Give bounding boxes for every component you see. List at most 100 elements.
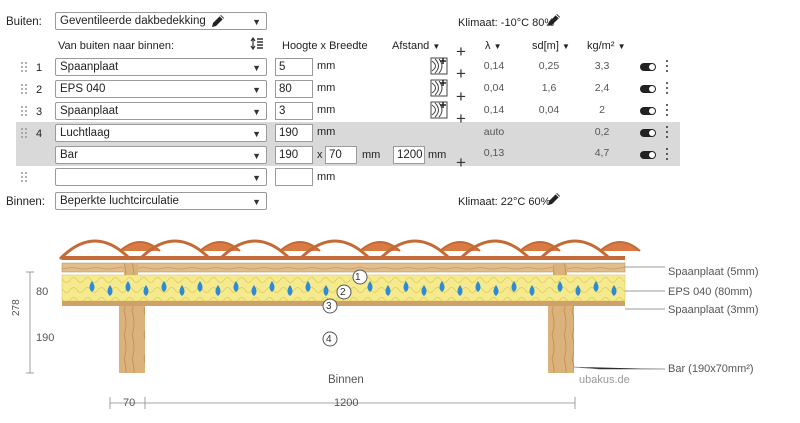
layer-index: 4	[36, 128, 43, 140]
drag-handle-icon[interactable]	[21, 84, 29, 94]
sd-header[interactable]: sd[m] ▼	[532, 40, 570, 52]
pencil-icon[interactable]	[210, 13, 226, 29]
layer-callout: Spaanplaat (3mm)	[668, 304, 759, 316]
chevron-down-icon: ▼	[252, 197, 261, 207]
add-layer-button[interactable]: +	[456, 64, 466, 83]
new-layer-material-select[interactable]: ▼	[55, 168, 267, 186]
outside-climate: Klimaat: -10°C 80%	[458, 17, 555, 29]
layer-thickness-input[interactable]: 190	[275, 124, 313, 142]
wood-grain-icon[interactable]	[430, 101, 448, 119]
inside-condition-select[interactable]: Beperkte luchtcirculatie ▼	[55, 192, 267, 210]
add-layer-top-button[interactable]: +	[456, 42, 466, 61]
layer-material-select[interactable]: Spaanplaat ▼	[55, 102, 267, 120]
chevron-down-icon: ▼	[252, 107, 261, 117]
unit-label: mm	[362, 149, 381, 161]
lambda-value: 0,14	[483, 104, 505, 116]
size-header: Hoogte x Breedte	[282, 40, 368, 52]
cross-section-drawing	[26, 239, 665, 409]
outside-label: Buiten:	[6, 16, 42, 28]
layer-thickness-input[interactable]: 5	[275, 58, 313, 76]
unit-label: mm	[317, 126, 336, 138]
layer-material-select[interactable]: EPS 040 ▼	[55, 80, 267, 98]
times-label: x	[317, 149, 323, 161]
marker-label: 4	[326, 334, 332, 345]
lambda-value: 0,14	[483, 60, 505, 72]
layer-thickness-input[interactable]: 80	[275, 80, 313, 98]
unit-label: mm	[317, 171, 336, 183]
bar-spacing-input[interactable]: 1200	[393, 146, 425, 164]
add-layer-button[interactable]: +	[456, 109, 466, 128]
chevron-down-icon: ▼	[252, 17, 261, 27]
lambda-value: 0,13	[483, 147, 505, 159]
drag-handle-icon[interactable]	[21, 62, 29, 72]
layer-index: 2	[36, 84, 43, 96]
marker-label: 3	[326, 301, 332, 312]
more-options-icon[interactable]	[665, 104, 669, 116]
dimension-top: 80	[36, 286, 49, 298]
sort-icon[interactable]	[250, 37, 264, 51]
outside-condition-value: Geventileerde dakbedekking	[60, 15, 206, 27]
wood-grain-icon[interactable]	[430, 79, 448, 97]
unit-label: mm	[428, 149, 447, 161]
chevron-down-icon: ▼	[252, 129, 261, 139]
wood-grain-icon[interactable]	[430, 57, 448, 75]
chevron-down-icon: ▼	[252, 173, 261, 183]
more-options-icon[interactable]	[665, 82, 669, 94]
spacing-header[interactable]: Afstand ▼	[392, 40, 441, 52]
marker-label: 1	[355, 272, 361, 283]
sd-value: 0,25	[538, 60, 560, 72]
chevron-down-icon: ▼	[252, 85, 261, 95]
layer-toggle[interactable]	[640, 63, 656, 71]
density-value: 0,2	[594, 126, 610, 138]
drag-handle-icon[interactable]	[21, 128, 29, 138]
layer-material-select[interactable]: Spaanplaat ▼	[55, 58, 267, 76]
dimension-bottom: 190	[36, 332, 55, 344]
layer-toggle[interactable]	[640, 129, 656, 137]
drag-handle-icon[interactable]	[21, 172, 29, 182]
density-value: 4,7	[594, 147, 610, 159]
layer-callout: Spaanplaat (5mm)	[668, 266, 759, 278]
watermark: ubakus.de	[579, 374, 630, 386]
lambda-value: auto	[483, 126, 505, 138]
layer-toggle[interactable]	[640, 151, 656, 159]
unit-label: mm	[317, 104, 336, 116]
density-value: 2,4	[594, 82, 610, 94]
sd-value: 1,6	[541, 82, 557, 94]
layer-callout: EPS 040 (80mm)	[668, 286, 753, 298]
roof-tiles	[58, 239, 641, 261]
layer-callout: Bar (190x70mm²)	[668, 363, 754, 375]
add-layer-button[interactable]: +	[456, 87, 466, 106]
more-options-icon[interactable]	[665, 126, 669, 138]
dimension-bar-width: 70	[123, 397, 136, 409]
add-layer-button[interactable]: +	[456, 153, 466, 172]
bar-width-input[interactable]: 70	[325, 146, 357, 164]
layer-material-select[interactable]: Luchtlaag ▼	[55, 124, 267, 142]
condensation-drops	[89, 281, 617, 296]
layer-index: 1	[36, 62, 43, 74]
layer-markers	[322, 269, 368, 347]
inside-label: Binnen:	[6, 196, 46, 208]
marker-label: 2	[340, 287, 346, 298]
pencil-icon[interactable]	[546, 191, 562, 207]
dimension-bar-spacing: 1200	[334, 397, 359, 409]
pencil-icon[interactable]	[546, 12, 562, 28]
density-value: 2	[599, 104, 605, 116]
new-layer-thickness-input[interactable]	[275, 168, 313, 186]
more-options-icon[interactable]	[665, 60, 669, 72]
drag-handle-icon[interactable]	[21, 106, 29, 116]
lambda-header[interactable]: λ ▼	[485, 40, 502, 52]
layer-toggle[interactable]	[640, 85, 656, 93]
outside-condition-select[interactable]: Geventileerde dakbedekking ▼	[55, 12, 267, 30]
inside-side-label: Binnen	[328, 374, 364, 386]
unit-label: mm	[317, 60, 336, 72]
chevron-down-icon: ▼	[252, 63, 261, 73]
bar-material-select[interactable]: Bar ▼	[55, 146, 267, 164]
density-header[interactable]: kg/m² ▼	[587, 40, 626, 52]
more-options-icon[interactable]	[665, 148, 669, 160]
bar-height-input[interactable]: 190	[275, 146, 313, 164]
lambda-value: 0,04	[483, 82, 505, 94]
density-value: 3,3	[594, 60, 610, 72]
chevron-down-icon: ▼	[252, 151, 261, 161]
layer-toggle[interactable]	[640, 107, 656, 115]
layer-thickness-input[interactable]: 3	[275, 102, 313, 120]
